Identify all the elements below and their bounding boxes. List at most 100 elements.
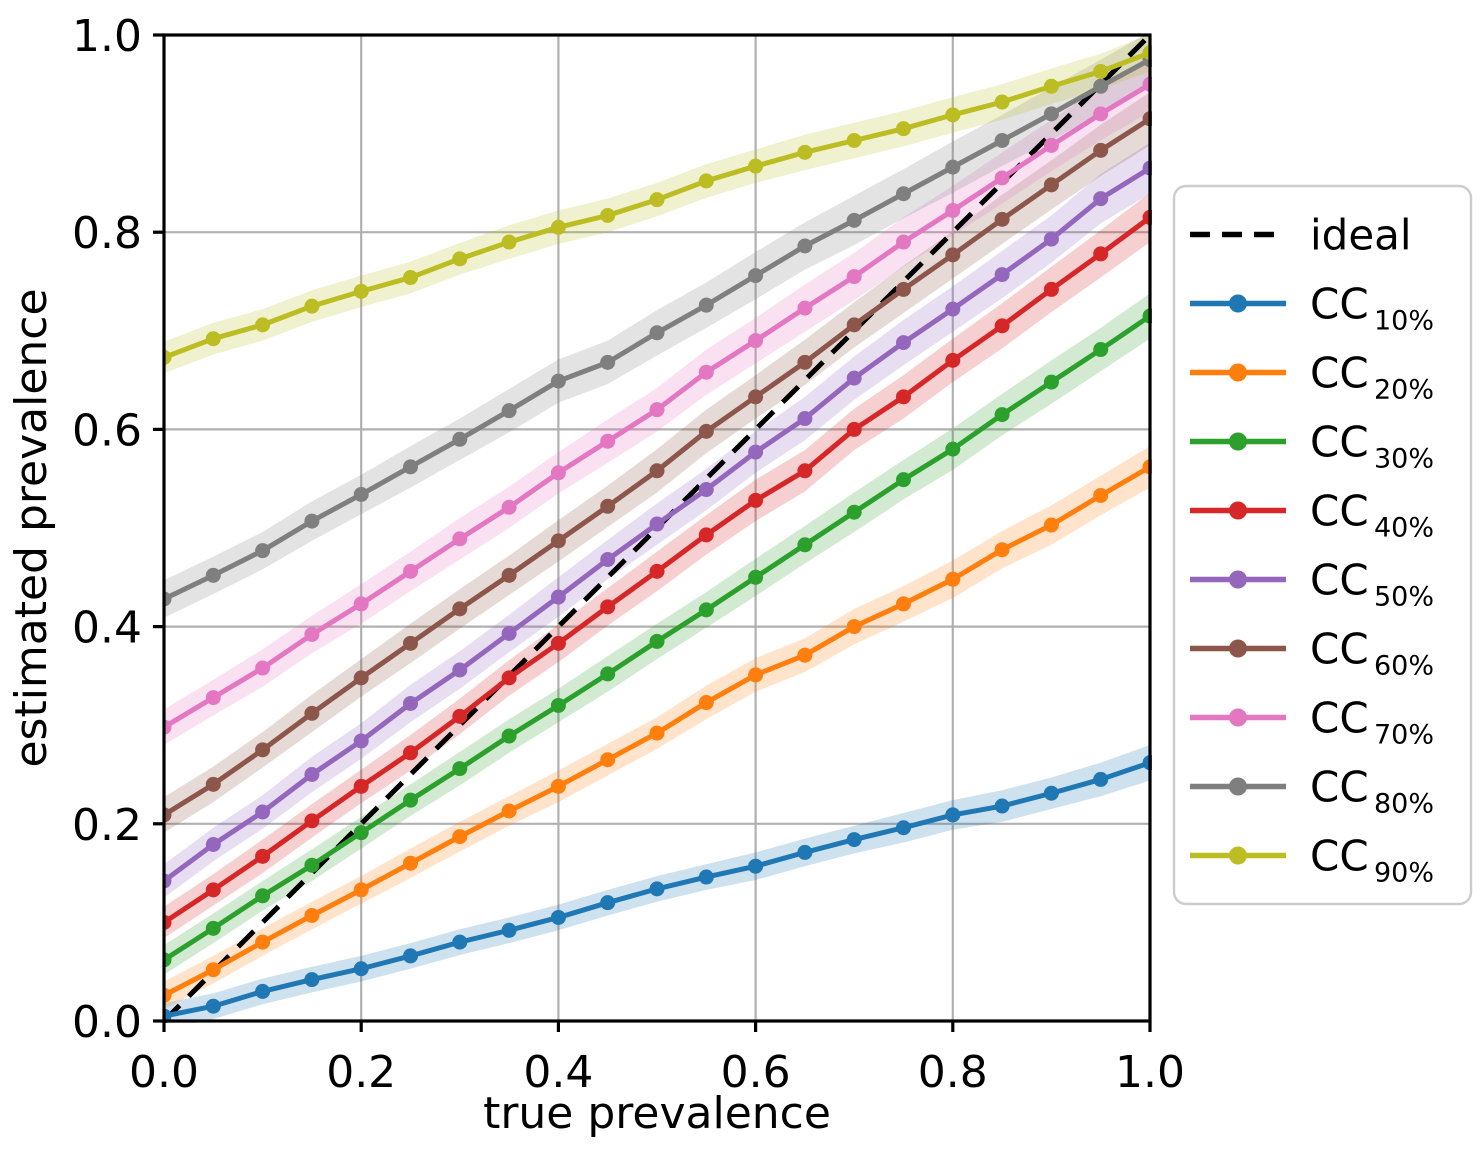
data-point-marker bbox=[600, 552, 616, 568]
data-point-marker bbox=[896, 820, 911, 836]
data-point-marker bbox=[748, 333, 764, 349]
data-point-marker bbox=[255, 983, 271, 999]
y-tick-label: 1.0 bbox=[72, 11, 142, 62]
legend-label: ideal bbox=[1310, 211, 1412, 260]
legend-label-subscript: 30% bbox=[1374, 444, 1434, 475]
data-point-marker bbox=[304, 767, 320, 782]
y-tick-label: 0.4 bbox=[72, 603, 142, 654]
legend-marker-swatch bbox=[1229, 501, 1247, 520]
data-point-marker bbox=[600, 599, 616, 615]
data-point-marker bbox=[1043, 78, 1059, 94]
data-point-marker bbox=[649, 325, 665, 341]
legend-marker-swatch bbox=[1229, 639, 1247, 658]
data-point-marker bbox=[255, 804, 271, 820]
data-point-marker bbox=[649, 463, 665, 479]
x-axis-title: true prevalence bbox=[483, 1088, 831, 1139]
data-point-marker bbox=[1043, 106, 1059, 122]
legend-item-cc70%[interactable]: CC 70% bbox=[1190, 694, 1434, 751]
legend-item-cc30%[interactable]: CC 30% bbox=[1190, 418, 1434, 475]
data-point-marker bbox=[698, 527, 714, 543]
series-cc20% bbox=[156, 459, 1158, 1003]
data-point-marker bbox=[1043, 137, 1059, 153]
y-tick-label: 0.0 bbox=[72, 997, 142, 1048]
series-cc80% bbox=[156, 52, 1158, 607]
data-point-marker bbox=[353, 486, 369, 502]
legend-label-subscript: 80% bbox=[1374, 789, 1434, 820]
data-point-marker bbox=[698, 602, 714, 618]
legend-item-cc20%[interactable]: CC 20% bbox=[1190, 349, 1434, 406]
data-point-marker bbox=[304, 626, 320, 642]
data-point-marker bbox=[205, 776, 221, 792]
data-point-marker bbox=[945, 159, 961, 175]
legend-item-cc90%[interactable]: CC 90% bbox=[1190, 832, 1434, 889]
data-point-marker bbox=[846, 370, 862, 386]
data-point-marker bbox=[1093, 246, 1109, 262]
data-point-marker bbox=[945, 301, 961, 317]
legend-label-subscript: 50% bbox=[1374, 582, 1434, 613]
data-point-marker bbox=[748, 667, 764, 683]
x-tick-label: 1.0 bbox=[1115, 1047, 1185, 1098]
y-tick-label: 0.8 bbox=[72, 208, 142, 259]
data-point-marker bbox=[1043, 281, 1059, 297]
data-point-marker bbox=[550, 589, 566, 605]
legend-item-cc60%[interactable]: CC 60% bbox=[1190, 625, 1434, 682]
data-point-marker bbox=[797, 463, 813, 479]
ideal-reference-line bbox=[162, 33, 1152, 1023]
data-point-marker bbox=[353, 825, 369, 841]
data-point-marker bbox=[649, 192, 665, 208]
data-point-marker bbox=[353, 283, 369, 299]
data-point-marker bbox=[698, 423, 714, 439]
data-point-marker bbox=[797, 300, 813, 316]
data-point-marker bbox=[698, 173, 714, 189]
data-point-marker bbox=[748, 268, 764, 284]
data-point-marker bbox=[1043, 517, 1059, 533]
legend-item-ideal[interactable]: ideal bbox=[1190, 211, 1412, 260]
data-point-marker bbox=[1093, 191, 1109, 207]
legend-item-cc80%[interactable]: CC 80% bbox=[1190, 763, 1434, 820]
data-point-marker bbox=[896, 121, 911, 137]
data-point-marker bbox=[205, 690, 221, 706]
data-point-marker bbox=[452, 934, 468, 950]
data-point-marker bbox=[994, 318, 1010, 334]
data-point-marker bbox=[550, 778, 566, 794]
legend-label-subscript: 90% bbox=[1374, 858, 1434, 889]
series-cc60% bbox=[156, 111, 1158, 823]
data-point-marker bbox=[255, 934, 271, 950]
data-point-marker bbox=[994, 267, 1010, 283]
data-point-marker bbox=[403, 855, 418, 871]
data-point-marker bbox=[353, 670, 369, 686]
legend-item-cc40%[interactable]: CC 40% bbox=[1190, 487, 1434, 544]
data-point-marker bbox=[403, 563, 418, 579]
legend-label: CC bbox=[1310, 763, 1369, 812]
legend-label: CC bbox=[1310, 280, 1369, 329]
data-point-marker bbox=[797, 144, 813, 160]
data-point-marker bbox=[896, 281, 911, 297]
data-point-marker bbox=[698, 364, 714, 380]
data-point-marker bbox=[797, 411, 813, 427]
data-point-marker bbox=[403, 270, 418, 286]
data-point-marker bbox=[748, 858, 764, 874]
data-point-marker bbox=[846, 269, 862, 285]
data-point-marker bbox=[600, 498, 616, 514]
x-tick-label: 0.0 bbox=[129, 1047, 199, 1098]
data-point-marker bbox=[255, 742, 271, 758]
data-point-marker bbox=[846, 504, 862, 520]
x-tick-label: 0.2 bbox=[326, 1047, 396, 1098]
data-point-marker bbox=[945, 441, 961, 457]
data-point-marker bbox=[945, 247, 961, 263]
data-point-marker bbox=[403, 792, 418, 808]
legend-item-cc50%[interactable]: CC 50% bbox=[1190, 556, 1434, 613]
data-point-marker bbox=[846, 832, 862, 848]
legend-label-subscript: 70% bbox=[1374, 720, 1434, 751]
data-point-marker bbox=[304, 972, 320, 988]
data-point-marker bbox=[896, 472, 911, 488]
data-point-marker bbox=[452, 531, 468, 547]
data-point-marker bbox=[896, 234, 911, 250]
data-point-marker bbox=[501, 670, 517, 686]
data-point-marker bbox=[945, 807, 961, 823]
data-point-marker bbox=[649, 402, 665, 418]
legend-item-cc10%[interactable]: CC 10% bbox=[1190, 280, 1434, 337]
legend-box bbox=[1172, 184, 1473, 906]
mask-left bbox=[0, 0, 164, 1159]
data-point-marker bbox=[255, 848, 271, 864]
